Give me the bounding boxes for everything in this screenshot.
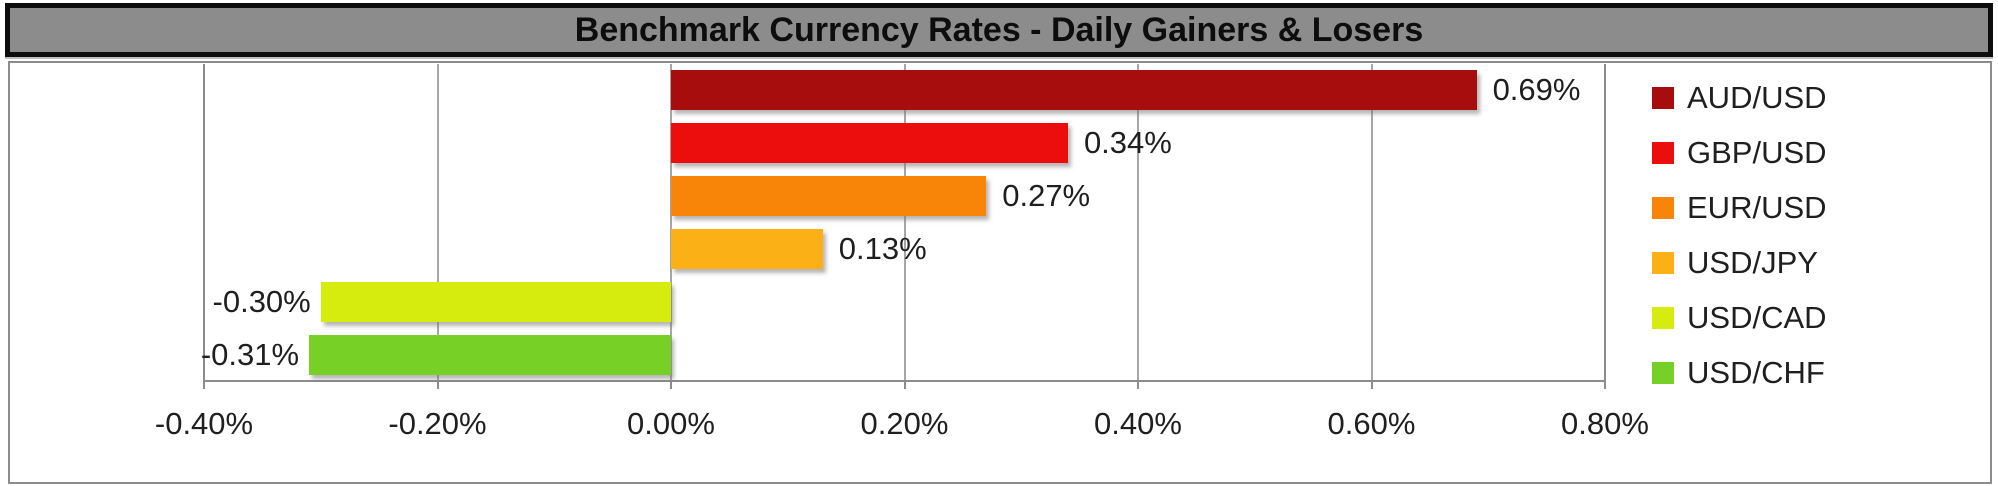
gridline bbox=[436, 64, 439, 381]
legend-label: AUD/USD bbox=[1687, 79, 1827, 115]
x-axis-tick-label: -0.40% bbox=[154, 406, 254, 441]
legend-swatch-icon bbox=[1652, 306, 1674, 329]
bar-usd-jpy bbox=[671, 228, 823, 269]
bar-value-label: -0.30% bbox=[212, 283, 311, 319]
x-axis-line bbox=[204, 380, 1605, 382]
chart-title-bar: Benchmark Currency Rates - Daily Gainers… bbox=[5, 3, 1993, 57]
legend-label: EUR/USD bbox=[1687, 189, 1827, 225]
gridline bbox=[1370, 64, 1373, 381]
axis-tick-mark bbox=[203, 381, 205, 389]
bar-value-label: 0.69% bbox=[1492, 72, 1581, 108]
x-axis-tick-label: 0.40% bbox=[1094, 406, 1182, 441]
legend-label: USD/CAD bbox=[1687, 299, 1827, 335]
gridline bbox=[903, 64, 906, 381]
bar-value-label: 0.13% bbox=[838, 230, 927, 266]
bar-eur-usd bbox=[671, 176, 987, 217]
legend-label: GBP/USD bbox=[1687, 134, 1827, 170]
axis-tick-mark bbox=[1370, 381, 1373, 389]
gridline bbox=[203, 64, 205, 381]
gridline bbox=[670, 64, 672, 381]
x-axis-tick-label: 0.80% bbox=[1561, 406, 1649, 441]
gridline bbox=[1604, 64, 1606, 381]
legend-swatch-icon bbox=[1652, 196, 1674, 219]
x-axis-tick-label: 0.60% bbox=[1327, 406, 1416, 441]
gridline bbox=[1137, 64, 1139, 381]
legend-item-gbp-usd: GBP/USD bbox=[1652, 125, 1827, 180]
axis-tick-mark bbox=[903, 381, 906, 389]
axis-tick-mark bbox=[1604, 381, 1606, 389]
legend-item-eur-usd: EUR/USD bbox=[1652, 180, 1827, 235]
legend-item-aud-usd: AUD/USD bbox=[1652, 70, 1827, 125]
x-axis-tick-label: 0.20% bbox=[860, 406, 949, 441]
legend-label: USD/CHF bbox=[1687, 354, 1825, 390]
bar-gbp-usd bbox=[671, 123, 1068, 164]
axis-tick-mark bbox=[1137, 381, 1139, 389]
axis-tick-mark bbox=[670, 381, 672, 389]
axis-tick-mark bbox=[436, 381, 439, 389]
bar-value-label: -0.31% bbox=[200, 336, 300, 372]
legend-swatch-icon bbox=[1652, 141, 1674, 164]
legend-item-usd-jpy: USD/JPY bbox=[1652, 235, 1818, 290]
bar-usd-chf bbox=[309, 334, 671, 375]
bar-usd-cad bbox=[320, 281, 671, 322]
legend-item-usd-chf: USD/CHF bbox=[1652, 345, 1825, 400]
bar-value-label: 0.34% bbox=[1083, 125, 1172, 161]
legend-swatch-icon bbox=[1652, 251, 1674, 274]
legend-item-usd-cad: USD/CAD bbox=[1652, 290, 1827, 345]
chart-title: Benchmark Currency Rates - Daily Gainers… bbox=[574, 10, 1424, 49]
legend-swatch-icon bbox=[1652, 86, 1674, 109]
bar-value-label: 0.27% bbox=[1002, 178, 1091, 214]
bar-aud-usd bbox=[671, 70, 1477, 111]
x-axis-tick-label: 0.00% bbox=[627, 406, 715, 441]
legend-swatch-icon bbox=[1652, 361, 1674, 384]
x-axis-tick-label: -0.20% bbox=[388, 406, 487, 441]
legend-label: USD/JPY bbox=[1687, 244, 1818, 280]
